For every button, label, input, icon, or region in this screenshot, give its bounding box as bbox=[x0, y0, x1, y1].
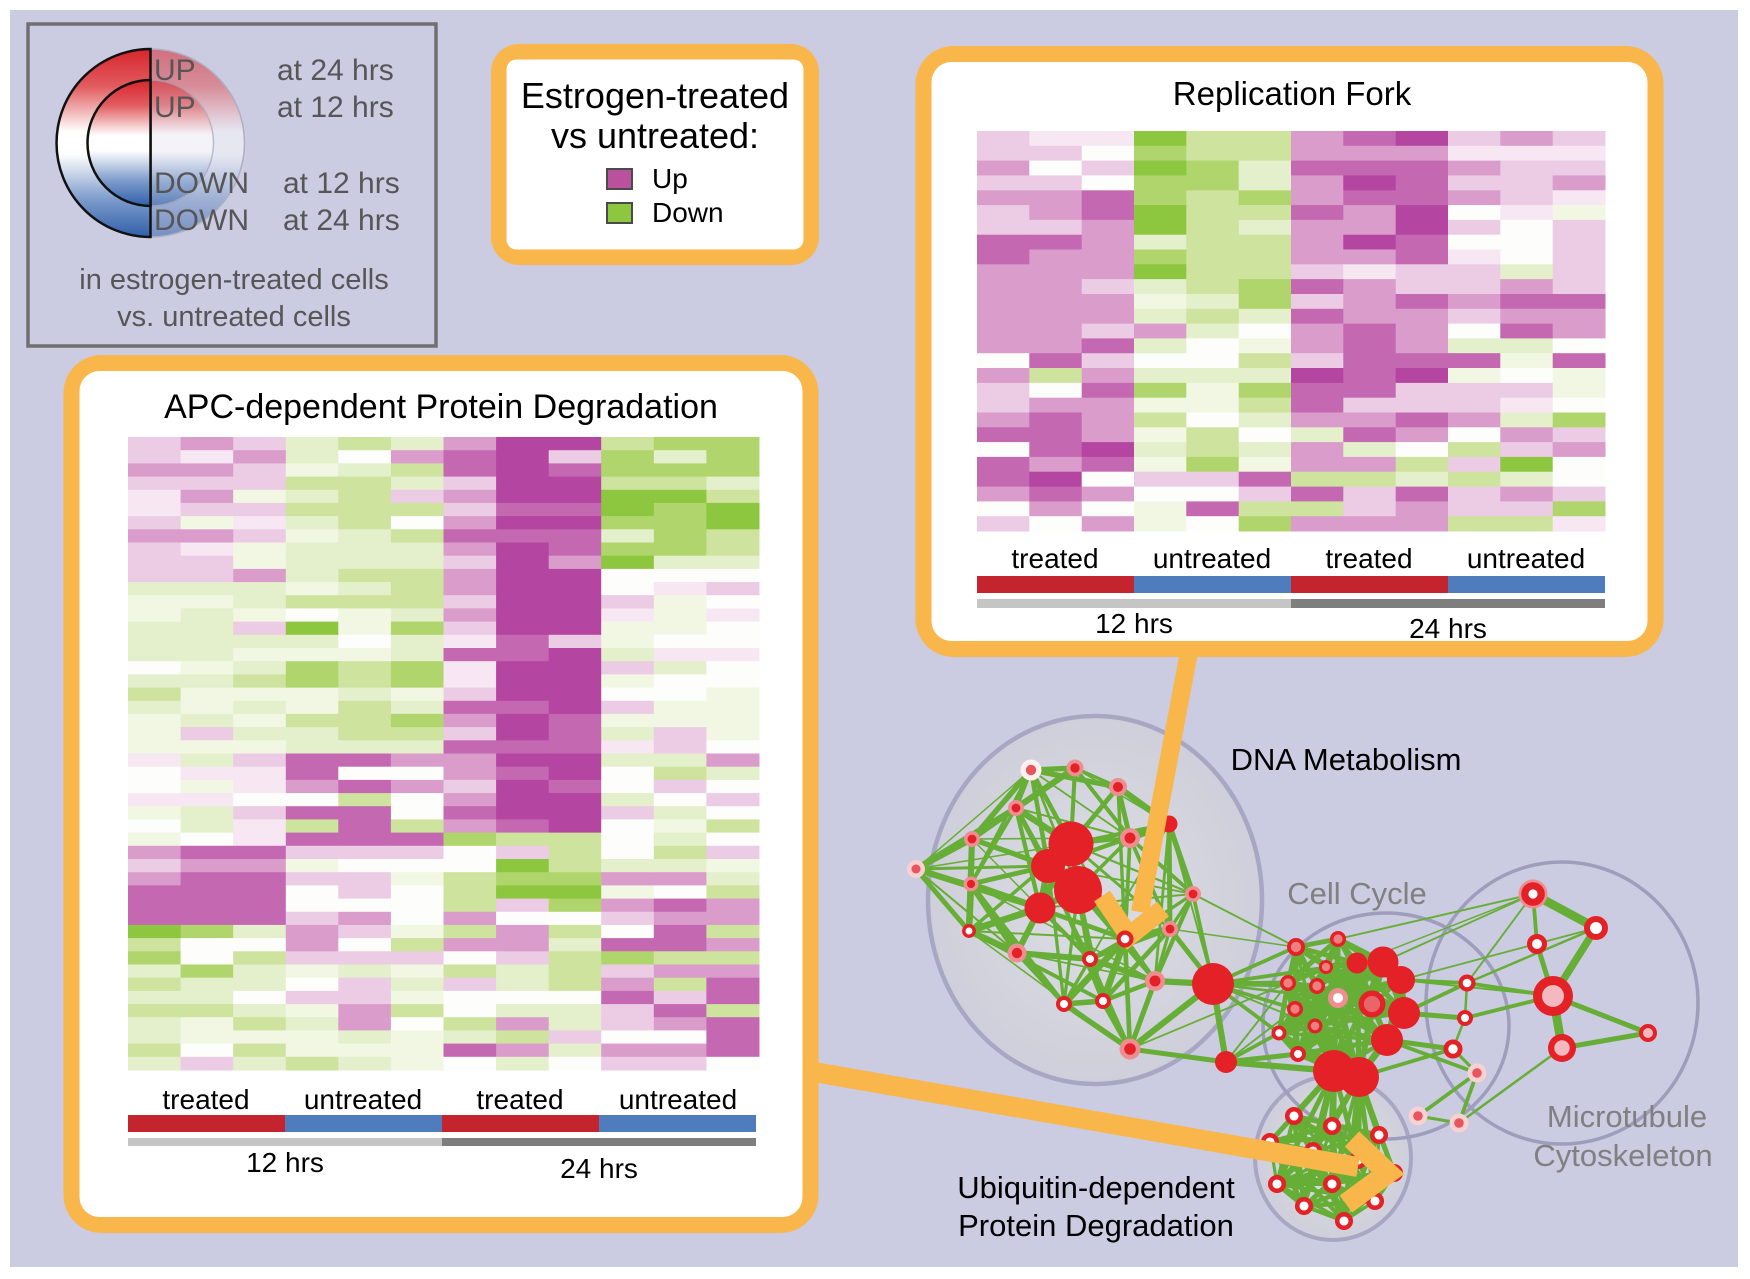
svg-text:treated: treated bbox=[162, 1084, 249, 1115]
svg-text:untreated: untreated bbox=[619, 1084, 737, 1115]
svg-text:Up: Up bbox=[652, 163, 688, 194]
svg-text:DOWN: DOWN bbox=[154, 167, 249, 200]
svg-text:DNA Metabolism: DNA Metabolism bbox=[1231, 742, 1462, 777]
svg-text:vs. untreated cells: vs. untreated cells bbox=[117, 301, 351, 333]
svg-text:untreated: untreated bbox=[1467, 543, 1585, 574]
svg-text:at 12 hrs: at 12 hrs bbox=[277, 91, 394, 124]
svg-text:Microtubule: Microtubule bbox=[1547, 1099, 1707, 1134]
svg-text:treated: treated bbox=[476, 1084, 563, 1115]
svg-text:treated: treated bbox=[1325, 543, 1412, 574]
svg-text:APC-dependent Protein Degradat: APC-dependent Protein Degradation bbox=[164, 388, 718, 426]
svg-text:Down: Down bbox=[652, 197, 724, 228]
svg-text:Cell Cycle: Cell Cycle bbox=[1287, 876, 1427, 911]
svg-text:untreated: untreated bbox=[304, 1084, 422, 1115]
svg-text:DOWN: DOWN bbox=[154, 204, 249, 237]
svg-text:UP: UP bbox=[154, 91, 196, 124]
svg-text:treated: treated bbox=[1011, 543, 1098, 574]
svg-text:12 hrs: 12 hrs bbox=[246, 1147, 324, 1178]
svg-text:Estrogen-treated: Estrogen-treated bbox=[521, 75, 789, 116]
svg-text:at 24 hrs: at 24 hrs bbox=[283, 204, 400, 237]
svg-text:UP: UP bbox=[154, 54, 196, 87]
svg-text:24 hrs: 24 hrs bbox=[1409, 613, 1487, 644]
svg-text:Protein Degradation: Protein Degradation bbox=[958, 1208, 1234, 1243]
svg-text:in estrogen-treated cells: in estrogen-treated cells bbox=[79, 264, 389, 296]
svg-text:vs untreated:: vs untreated: bbox=[551, 115, 759, 156]
svg-text:at 24 hrs: at 24 hrs bbox=[277, 54, 394, 87]
svg-text:at 12 hrs: at 12 hrs bbox=[283, 167, 400, 200]
svg-text:Cytoskeleton: Cytoskeleton bbox=[1533, 1138, 1712, 1173]
svg-text:Ubiquitin-dependent: Ubiquitin-dependent bbox=[957, 1170, 1235, 1205]
svg-text:untreated: untreated bbox=[1153, 543, 1271, 574]
svg-text:24 hrs: 24 hrs bbox=[560, 1153, 638, 1184]
svg-text:Replication Fork: Replication Fork bbox=[1173, 75, 1412, 112]
svg-text:12 hrs: 12 hrs bbox=[1095, 608, 1173, 639]
